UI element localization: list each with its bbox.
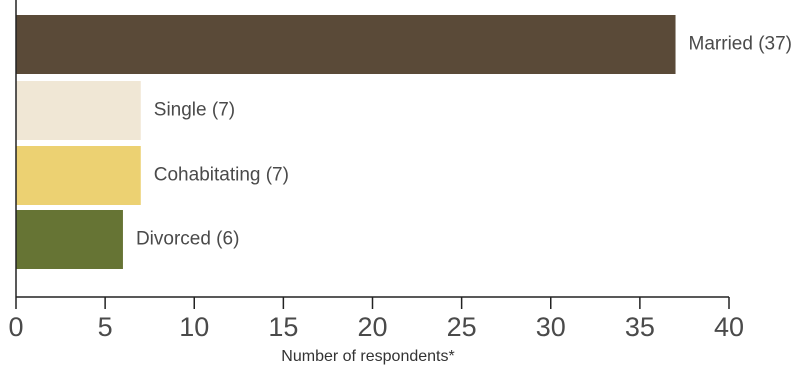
x-tick-labels-group: 0 5 10 15 20 25 30 35 40	[8, 312, 744, 342]
bar-divorced	[16, 210, 123, 269]
x-tick-label-15: 15	[268, 312, 298, 342]
bar-cohabitating	[16, 146, 141, 205]
x-tick-label-20: 20	[357, 312, 387, 342]
bars-group	[16, 15, 676, 269]
bar-label-single: Single (7)	[154, 100, 235, 121]
x-tick-label-0: 0	[8, 312, 23, 342]
bar-single	[16, 81, 141, 140]
x-axis-title: Number of respondents*	[281, 348, 454, 365]
x-tick-label-40: 40	[714, 312, 744, 342]
x-tick-label-30: 30	[536, 312, 566, 342]
bar-labels-group: Married (37) Single (7) Cohabitating (7) Di…	[136, 34, 792, 250]
x-tick-label-5: 5	[98, 312, 113, 342]
bar-married	[16, 15, 676, 74]
x-ticks-group	[15, 297, 730, 309]
x-tick-label-10: 10	[179, 312, 209, 342]
bar-label-divorced: Divorced (6)	[136, 229, 239, 250]
bar-label-married: Married (37)	[689, 34, 792, 55]
x-tick-label-25: 25	[447, 312, 477, 342]
bar-label-cohabitating: Cohabitating (7)	[154, 165, 289, 186]
x-tick-label-35: 35	[625, 312, 655, 342]
